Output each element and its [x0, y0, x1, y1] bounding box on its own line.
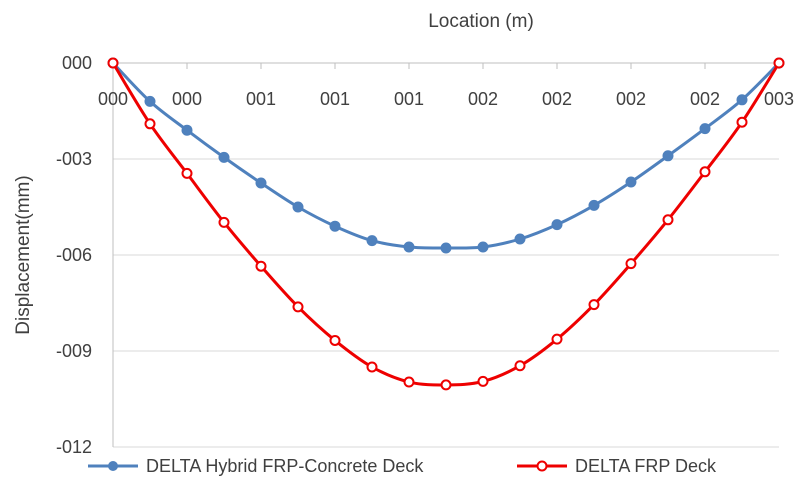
data-point	[588, 199, 600, 211]
data-point	[625, 258, 637, 270]
x-tick-label: 002	[542, 89, 572, 109]
x-tick-label: 001	[394, 89, 424, 109]
x-tick-label: 003	[764, 89, 794, 109]
series-line	[111, 62, 781, 387]
data-point	[662, 214, 674, 226]
data-point	[144, 118, 156, 130]
legend-item: DELTA FRP Deck	[517, 456, 717, 476]
data-point	[514, 233, 526, 245]
data-point	[736, 94, 748, 106]
y-tick-label: -006	[56, 245, 92, 265]
x-tick-label: 002	[690, 89, 720, 109]
data-point	[551, 219, 563, 231]
x-tick-label: 002	[468, 89, 498, 109]
data-point	[625, 176, 637, 188]
data-point	[218, 151, 230, 163]
legend-label: DELTA Hybrid FRP-Concrete Deck	[146, 456, 424, 476]
data-point	[255, 260, 267, 272]
legend-marker	[108, 461, 118, 471]
data-point	[477, 241, 489, 253]
data-point	[181, 124, 193, 136]
x-tick-label: 000	[98, 89, 128, 109]
x-tick-label: 000	[172, 89, 202, 109]
data-point	[514, 360, 526, 372]
data-point	[403, 241, 415, 253]
y-axis-title: Displacement(mm)	[13, 175, 34, 334]
data-point	[292, 201, 304, 213]
data-point	[662, 150, 674, 162]
series-line	[111, 61, 781, 250]
data-point	[403, 376, 415, 388]
x-tick-label: 001	[320, 89, 350, 109]
data-point	[366, 361, 378, 373]
data-point	[292, 301, 304, 313]
x-axis-title: Location (m)	[428, 11, 534, 32]
y-tick-label: -012	[56, 437, 92, 457]
data-point	[144, 95, 156, 107]
data-point	[329, 220, 341, 232]
series-layer	[107, 57, 785, 391]
x-tick-label: 001	[246, 89, 276, 109]
data-point	[218, 216, 230, 228]
data-point	[477, 375, 489, 387]
data-point	[736, 116, 748, 128]
legend: DELTA Hybrid FRP-Concrete Deck DELTA FRP …	[88, 456, 717, 476]
data-point	[773, 57, 785, 69]
axes	[112, 62, 780, 447]
data-point	[551, 333, 563, 345]
data-point	[440, 242, 452, 254]
data-point	[699, 166, 711, 178]
x-tick-label: 002	[616, 89, 646, 109]
data-point	[440, 379, 452, 391]
data-point	[366, 235, 378, 247]
data-point	[588, 299, 600, 311]
data-point	[329, 334, 341, 346]
tick-labels: 000 -003 -006 -009 -012 000 000 001 001 001 002 002…	[56, 53, 794, 457]
y-tick-label: 000	[62, 53, 92, 73]
series-hybrid-frp-concrete	[107, 57, 785, 254]
y-tick-label: -009	[56, 341, 92, 361]
legend-label: DELTA FRP Deck	[575, 456, 717, 476]
data-point	[255, 177, 267, 189]
legend-marker	[536, 460, 548, 472]
y-tick-label: -003	[56, 149, 92, 169]
data-point	[699, 123, 711, 135]
grid-lines	[113, 158, 779, 448]
legend-item: DELTA Hybrid FRP-Concrete Deck	[88, 456, 424, 476]
series-frp-deck	[107, 57, 785, 391]
data-point	[181, 167, 193, 179]
data-point	[107, 57, 119, 69]
